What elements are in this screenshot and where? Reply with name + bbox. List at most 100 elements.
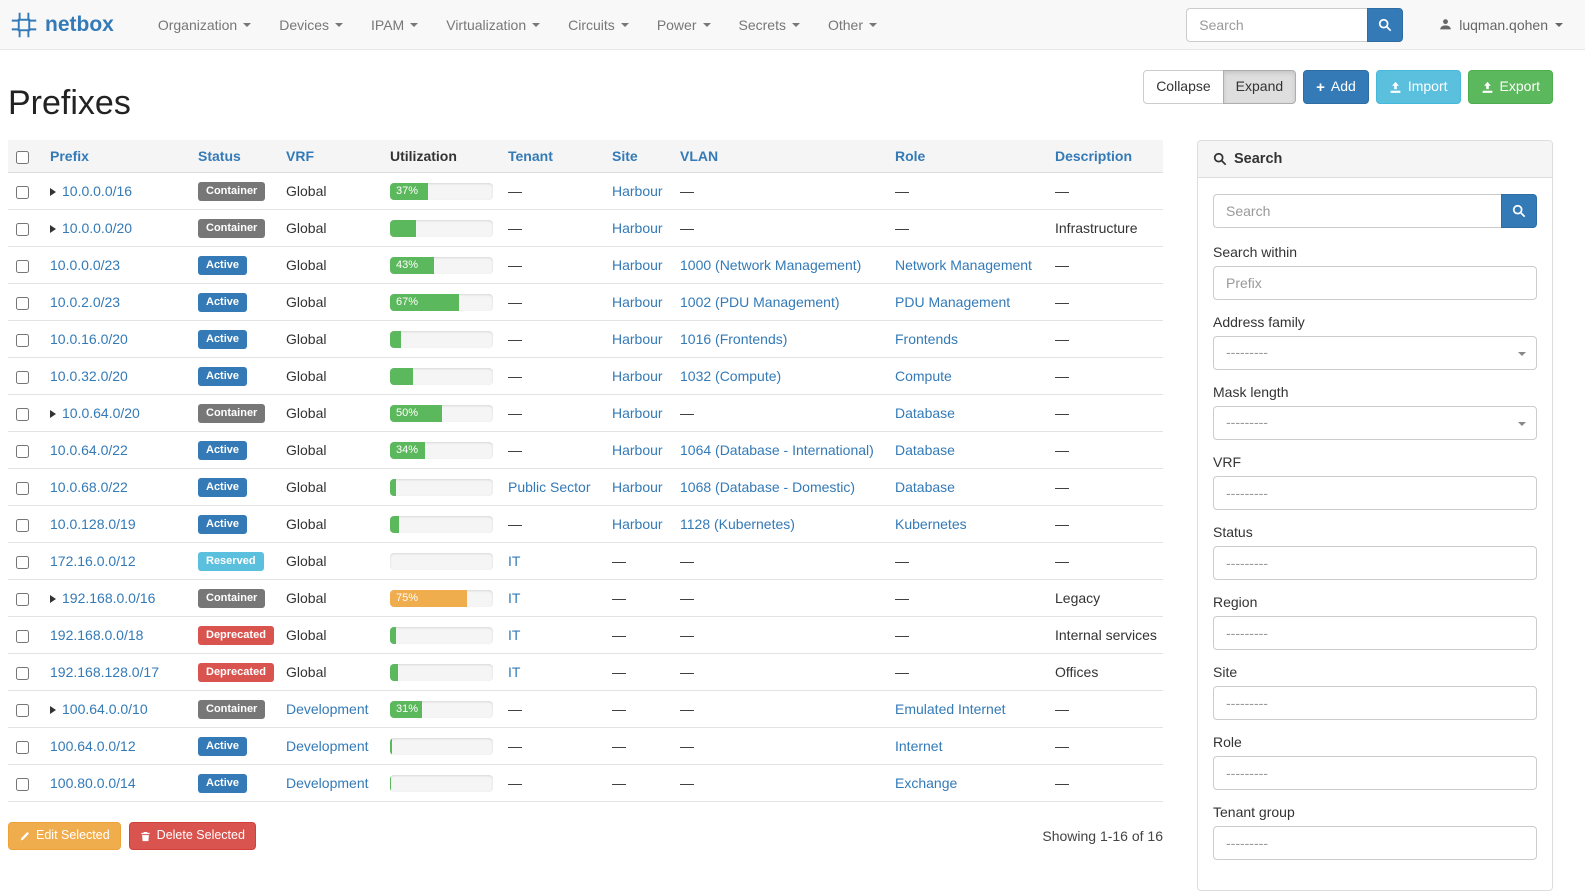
user-menu[interactable]: luqman.qohen [1439,17,1563,33]
site-link[interactable]: Harbour [612,220,663,236]
site-link[interactable]: Harbour [612,294,663,310]
tenant-link[interactable]: Public Sector [508,479,591,495]
prefix-link[interactable]: 10.0.32.0/20 [50,368,128,384]
nav-menu-ipam[interactable]: IPAM [357,2,432,48]
prefix-link[interactable]: 10.0.0.0/23 [50,257,121,273]
row-checkbox[interactable] [16,666,29,680]
site-link[interactable]: Harbour [612,183,663,199]
site-link[interactable]: Harbour [612,516,663,532]
row-checkbox[interactable] [16,481,29,495]
delete-selected-button[interactable]: Delete Selected [128,822,256,850]
row-checkbox[interactable] [16,703,29,717]
sidebar-search-input[interactable] [1213,194,1501,228]
row-checkbox[interactable] [16,407,29,421]
row-checkbox[interactable] [16,444,29,458]
prefix-link[interactable]: 100.64.0.0/10 [62,701,148,717]
role-link[interactable]: Exchange [895,775,958,791]
filter-input-region[interactable] [1213,616,1537,650]
import-button[interactable]: Import [1375,70,1461,104]
vrf-link[interactable]: Development [286,738,369,754]
role-link[interactable]: PDU Management [895,294,1011,310]
site-link[interactable]: Harbour [612,257,663,273]
tenant-link[interactable]: IT [508,664,521,680]
vlan-link[interactable]: 1016 (Frontends) [680,331,788,347]
export-button[interactable]: Export [1467,70,1553,104]
nav-menu-devices[interactable]: Devices [265,2,357,48]
row-checkbox[interactable] [16,259,29,273]
role-link[interactable]: Database [895,442,955,458]
prefix-link[interactable]: 10.0.128.0/19 [50,516,136,532]
navbar-search-input[interactable] [1186,7,1368,42]
filter-input-site[interactable] [1213,686,1537,720]
prefix-link[interactable]: 192.168.0.0/18 [50,627,144,643]
tenant-link[interactable]: IT [508,627,521,643]
row-checkbox[interactable] [16,518,29,532]
prefix-link[interactable]: 100.64.0.0/12 [50,738,136,754]
prefix-link[interactable]: 172.16.0.0/12 [50,553,136,569]
vrf-link[interactable]: Development [286,701,369,717]
tenant-link[interactable]: IT [508,553,521,569]
netbox-brand[interactable]: netbox [10,11,114,39]
prefix-link[interactable]: 10.0.16.0/20 [50,331,128,347]
role-link[interactable]: Database [895,405,955,421]
expand-children-icon[interactable] [50,706,56,714]
row-checkbox[interactable] [16,222,29,236]
column-header-vlan[interactable]: VLAN [672,140,887,173]
nav-menu-other[interactable]: Other [814,2,891,48]
role-link[interactable]: Frontends [895,331,959,347]
select-all-checkbox[interactable] [16,150,29,164]
column-header-vrf[interactable]: VRF [278,140,382,173]
prefix-link[interactable]: 10.0.64.0/22 [50,442,128,458]
nav-menu-secrets[interactable]: Secrets [725,2,814,48]
column-header-role[interactable]: Role [887,140,1047,173]
vlan-link[interactable]: 1032 (Compute) [680,368,782,384]
expand-children-icon[interactable] [50,225,56,233]
expand-children-icon[interactable] [50,595,56,603]
prefix-link[interactable]: 10.0.68.0/22 [50,479,128,495]
row-checkbox[interactable] [16,629,29,643]
filter-input-vrf[interactable] [1213,476,1537,510]
row-checkbox[interactable] [16,592,29,606]
collapse-button[interactable]: Collapse [1143,70,1224,104]
role-link[interactable]: Database [895,479,955,495]
row-checkbox[interactable] [16,740,29,754]
role-link[interactable]: Internet [895,738,943,754]
tenant-link[interactable]: IT [508,590,521,606]
add-button[interactable]: + Add [1303,70,1369,104]
row-checkbox[interactable] [16,370,29,384]
row-checkbox[interactable] [16,777,29,791]
column-header-prefix[interactable]: Prefix [42,140,190,173]
vlan-link[interactable]: 1128 (Kubernetes) [680,516,795,532]
expand-children-icon[interactable] [50,188,56,196]
filter-input-role[interactable] [1213,756,1537,790]
site-link[interactable]: Harbour [612,405,663,421]
prefix-link[interactable]: 10.0.64.0/20 [62,405,140,421]
prefix-link[interactable]: 10.0.0.0/16 [62,183,133,199]
site-link[interactable]: Harbour [612,368,663,384]
row-checkbox[interactable] [16,555,29,569]
site-link[interactable]: Harbour [612,479,663,495]
role-link[interactable]: Compute [895,368,952,384]
prefix-link[interactable]: 10.0.0.0/20 [62,220,133,236]
row-checkbox[interactable] [16,185,29,199]
expand-children-icon[interactable] [50,410,56,418]
prefix-link[interactable]: 192.168.128.0/17 [50,664,159,680]
column-header-site[interactable]: Site [604,140,672,173]
column-header-tenant[interactable]: Tenant [500,140,604,173]
prefix-link[interactable]: 10.0.2.0/23 [50,294,121,310]
role-link[interactable]: Emulated Internet [895,701,1006,717]
navbar-search-button[interactable] [1367,7,1404,42]
role-link[interactable]: Network Management [895,257,1032,273]
expand-button[interactable]: Expand [1222,70,1297,104]
nav-menu-virtualization[interactable]: Virtualization [432,2,554,48]
vlan-link[interactable]: 1068 (Database - Domestic) [680,479,856,495]
filter-input-search-within[interactable] [1213,266,1537,300]
row-checkbox[interactable] [16,296,29,310]
filter-select-mask-length[interactable]: --------- [1213,406,1537,440]
row-checkbox[interactable] [16,333,29,347]
nav-menu-power[interactable]: Power [643,2,725,48]
column-header-description[interactable]: Description [1047,140,1163,173]
filter-input-tenant-group[interactable] [1213,826,1537,860]
filter-select-address-family[interactable]: --------- [1213,336,1537,370]
site-link[interactable]: Harbour [612,331,663,347]
